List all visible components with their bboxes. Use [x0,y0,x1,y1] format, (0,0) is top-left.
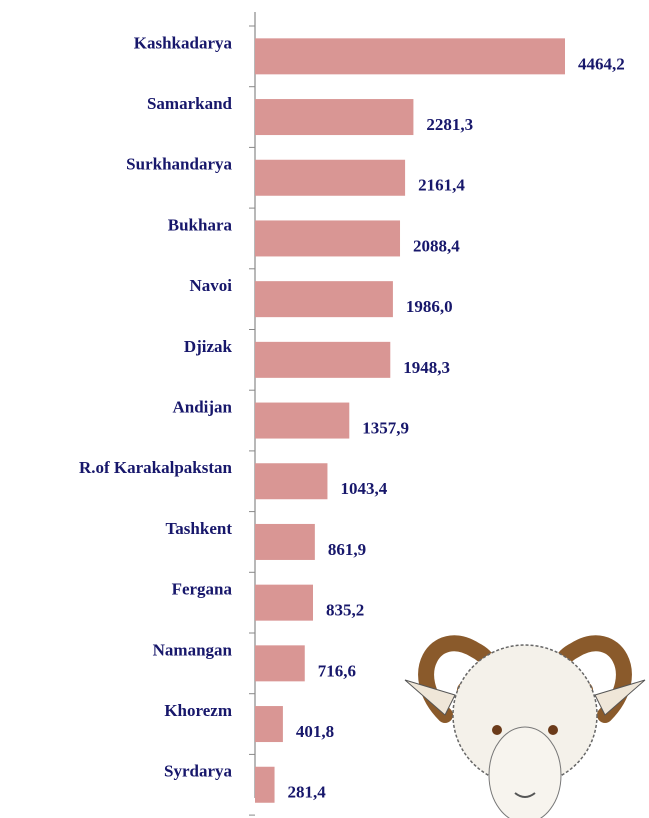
bar [255,402,350,439]
value-label: 2088,4 [413,236,460,255]
bar [255,281,393,318]
value-label: 2281,3 [426,115,473,134]
category-label: Tashkent [166,519,233,538]
bar [255,706,283,743]
category-label: Kashkadarya [134,33,233,52]
value-label: 4464,2 [578,54,625,73]
bar [255,220,401,257]
bar [255,523,315,560]
bar [255,99,414,136]
category-label: Bukhara [168,215,233,234]
ram-illustration [404,635,646,818]
category-label: Syrdarya [164,762,233,781]
category-label: R.of Karakalpakstan [79,458,233,477]
value-label: 835,2 [326,601,364,620]
category-label: Navoi [190,276,233,295]
category-label: Fergana [172,580,233,599]
value-label: 1948,3 [403,358,450,377]
value-label: 716,6 [318,661,356,680]
bar [255,463,328,500]
category-label: Samarkand [147,94,233,113]
value-label: 281,4 [288,783,327,802]
category-label: Djizak [184,337,233,356]
bar [255,38,565,75]
category-label: Andijan [172,397,232,416]
value-label: 2161,4 [418,176,465,195]
category-label: Khorezm [164,701,232,720]
category-label: Namangan [153,640,233,659]
category-label: Surkhandarya [126,155,232,174]
value-label: 1357,9 [362,418,409,437]
value-label: 1043,4 [340,479,387,498]
bar [255,645,305,682]
bar [255,341,391,378]
value-label: 861,9 [328,540,366,559]
bar [255,159,406,196]
value-label: 1986,0 [406,297,453,316]
bar [255,766,275,803]
bar [255,584,313,621]
value-label: 401,8 [296,722,334,741]
